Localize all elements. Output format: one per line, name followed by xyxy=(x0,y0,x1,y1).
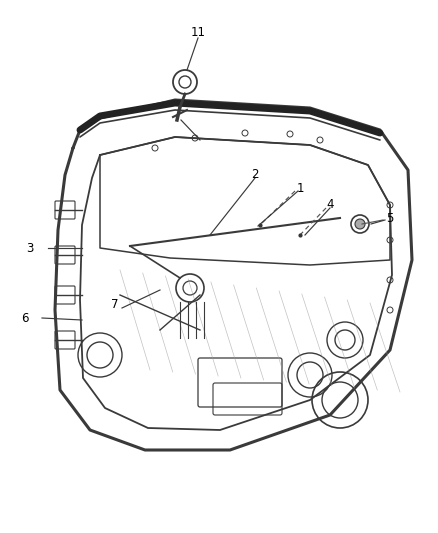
Text: 7: 7 xyxy=(111,298,119,311)
Text: 1: 1 xyxy=(296,182,304,195)
Text: 2: 2 xyxy=(251,168,259,182)
Circle shape xyxy=(355,219,365,229)
Text: 3: 3 xyxy=(26,241,34,254)
Text: 11: 11 xyxy=(191,26,205,38)
Text: 5: 5 xyxy=(386,212,394,224)
Text: 4: 4 xyxy=(326,198,334,212)
Text: 6: 6 xyxy=(21,311,29,325)
